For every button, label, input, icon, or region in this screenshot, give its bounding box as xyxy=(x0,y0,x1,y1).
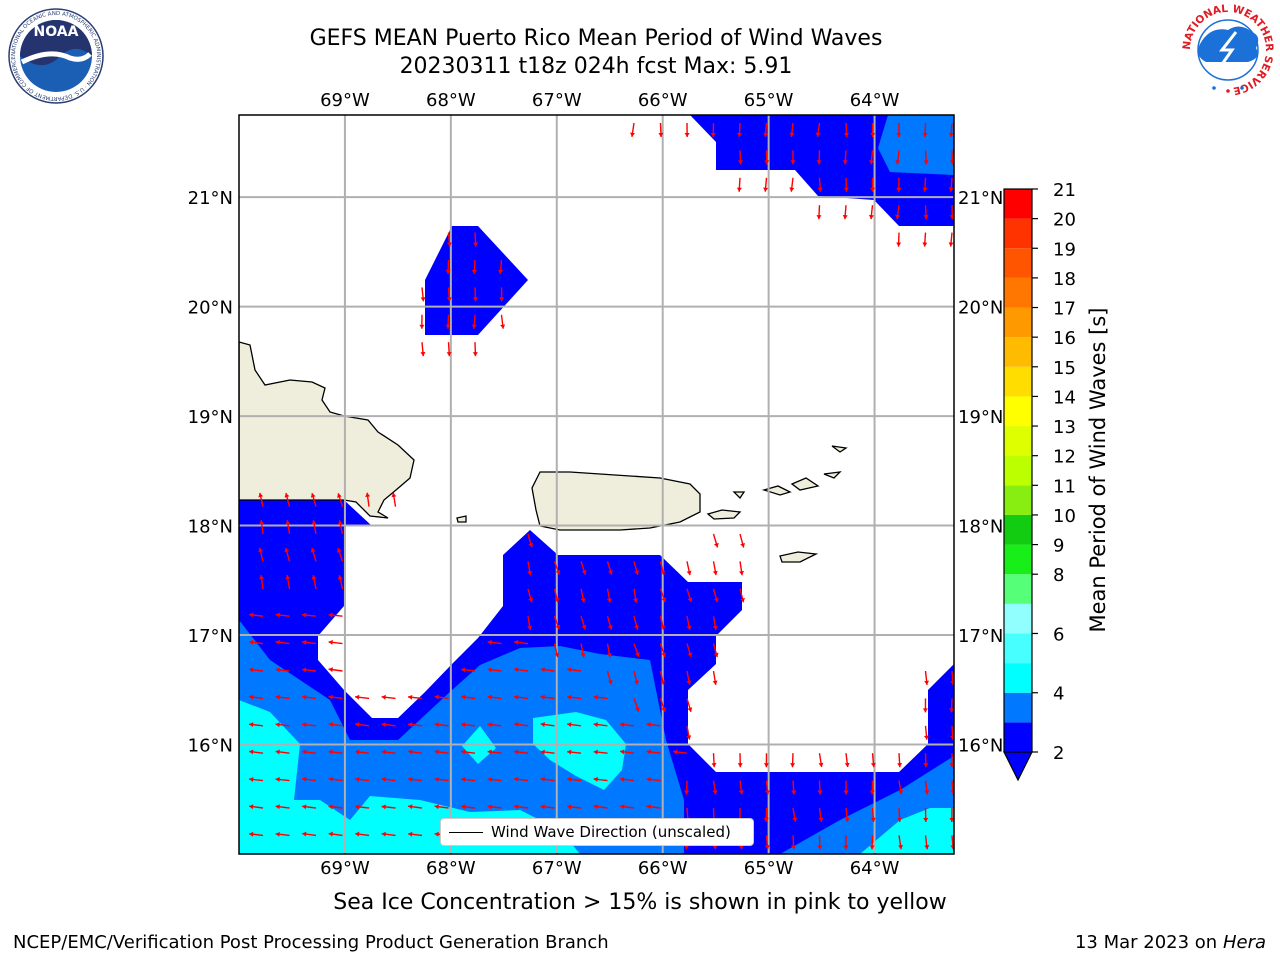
lat-tick-label-right: 21°N xyxy=(958,188,1003,209)
colorbar-segment xyxy=(1004,218,1032,249)
land xyxy=(239,341,848,563)
lat-tick-label-right: 19°N xyxy=(958,407,1003,428)
colorbar-segment xyxy=(1004,426,1032,456)
lon-tick-label-top: 64°W xyxy=(850,90,900,111)
colorbar-tick-label: 9 xyxy=(1053,536,1064,557)
axis-tick-labels: 69°W 69°W 68°W 68°W 67°W 67°W 66°W 66°W 65°W 65°W… xyxy=(188,90,1004,879)
lat-tick-label-left: 16°N xyxy=(188,736,233,757)
map-subtitle: 20230311 t18z 024h fcst Max: 5.91 xyxy=(399,54,793,79)
colorbar-segment xyxy=(1004,248,1032,278)
colorbar-segment xyxy=(1004,337,1032,367)
date-text: 13 Mar 2023 on Hera xyxy=(1075,932,1266,953)
colorbar-segment xyxy=(1004,366,1032,397)
colorbar-segment xyxy=(1004,189,1032,219)
colorbar-segment xyxy=(1004,277,1032,308)
colorbar-segment xyxy=(1004,663,1032,693)
colorbar-segment xyxy=(1004,514,1032,545)
machine-name: Hera xyxy=(1222,932,1266,953)
colorbar-tick-label: 19 xyxy=(1053,239,1076,260)
colorbar-tick-label: 8 xyxy=(1053,565,1064,586)
virgin-islands-1 xyxy=(761,485,792,496)
colorbar-tick-label: 15 xyxy=(1053,358,1076,379)
colorbar-label: Mean Period of Wind Waves [s] xyxy=(1086,307,1110,633)
hispaniola xyxy=(239,341,415,519)
colorbar-segment xyxy=(1004,307,1032,338)
colorbar-tick-label: 10 xyxy=(1053,506,1076,527)
date-label: 13 Mar 2023 on xyxy=(1074,932,1218,953)
legend-label: Wind Wave Direction (unscaled) xyxy=(491,823,731,841)
colorbar-tick-label: 14 xyxy=(1053,387,1076,408)
credit-text: NCEP/EMC/Verification Post Processing Pr… xyxy=(13,932,609,953)
lon-tick-label-top: 66°W xyxy=(638,90,688,111)
colorbar-segment xyxy=(1004,603,1032,634)
anegada xyxy=(831,445,848,453)
colorbar-tick-label: 11 xyxy=(1053,476,1076,497)
lon-tick-label-top: 67°W xyxy=(532,90,582,111)
lon-tick-label-bottom: 65°W xyxy=(744,858,794,879)
vieques xyxy=(706,509,742,520)
colorbar-extend-min xyxy=(1003,751,1033,782)
colorbar-tick-label: 4 xyxy=(1053,684,1064,705)
virgin-islands-3 xyxy=(823,471,842,479)
noaa-logo: NATIONAL OCEANIC AND ATMOSPHERIC ADMINIS… xyxy=(8,8,104,104)
colorbar: 2 4 6 8 9 10 11 12 13 14 15 16 17 18 19 20 21 xyxy=(1003,180,1076,782)
colorbar-tick-label: 18 xyxy=(1053,269,1076,290)
map-grid xyxy=(239,115,954,854)
contour-6-8-east xyxy=(860,808,954,854)
map-legend: Wind Wave Direction (unscaled) xyxy=(440,818,754,846)
lat-tick-label-left: 20°N xyxy=(188,298,233,319)
plot-frame xyxy=(238,114,955,855)
virgin-islands-2 xyxy=(790,477,820,491)
colorbar-segment xyxy=(1004,485,1032,515)
colorbar-segment xyxy=(1004,633,1032,664)
wave-period-contours xyxy=(239,115,954,854)
lon-tick-label-bottom: 68°W xyxy=(426,858,476,879)
colorbar-tick-label: 21 xyxy=(1053,180,1076,201)
colorbar-segment xyxy=(1004,692,1032,723)
colorbar-tick-label: 16 xyxy=(1053,328,1076,349)
map-title: GEFS MEAN Puerto Rico Mean Period of Win… xyxy=(309,26,883,51)
colorbar-segment xyxy=(1004,455,1032,486)
noaa-logo-text: NOAA xyxy=(34,24,79,40)
lat-tick-label-left: 21°N xyxy=(188,188,233,209)
legend-line-sample xyxy=(449,832,483,833)
sea-ice-note: Sea Ice Concentration > 15% is shown in … xyxy=(333,890,947,915)
lat-tick-label-right: 18°N xyxy=(958,517,1003,538)
lat-tick-label-right: 16°N xyxy=(958,736,1003,757)
colorbar-tick-label: 12 xyxy=(1053,447,1076,468)
colorbar-segment xyxy=(1004,396,1032,427)
colorbar-tick-label: 13 xyxy=(1053,417,1076,438)
mona-island xyxy=(456,515,467,523)
contour-4-6-north xyxy=(878,115,954,175)
lon-tick-label-bottom: 67°W xyxy=(532,858,582,879)
contour-4-6-south xyxy=(239,620,684,854)
colorbar-tick-label: 20 xyxy=(1053,210,1076,231)
nws-logo: NATIONAL WEATHER SERVICE xyxy=(1181,3,1275,97)
lat-tick-label-right: 20°N xyxy=(958,298,1003,319)
colorbar-frame xyxy=(1003,188,1033,753)
colorbar-tick-label: 17 xyxy=(1053,299,1076,320)
colorbar-segment xyxy=(1004,722,1032,752)
colorbar-segment xyxy=(1004,544,1032,575)
culebra xyxy=(732,491,746,500)
lat-tick-label-left: 17°N xyxy=(188,626,233,647)
colorbar-tick-label: 2 xyxy=(1053,743,1064,764)
lon-tick-label-top: 65°W xyxy=(744,90,794,111)
colorbar-tick-label: 6 xyxy=(1053,624,1064,645)
lon-tick-label-top: 69°W xyxy=(320,90,370,111)
colorbar-segment xyxy=(1004,574,1032,604)
st-croix xyxy=(779,551,819,563)
lon-tick-label-bottom: 64°W xyxy=(850,858,900,879)
lat-tick-label-right: 17°N xyxy=(958,626,1003,647)
lat-tick-label-left: 19°N xyxy=(188,407,233,428)
lon-tick-label-top: 68°W xyxy=(426,90,476,111)
puerto-rico xyxy=(531,471,701,531)
lon-tick-label-bottom: 66°W xyxy=(638,858,688,879)
contour-6-8-west xyxy=(239,700,580,854)
lat-tick-label-left: 18°N xyxy=(188,517,233,538)
lon-tick-label-bottom: 69°W xyxy=(320,858,370,879)
